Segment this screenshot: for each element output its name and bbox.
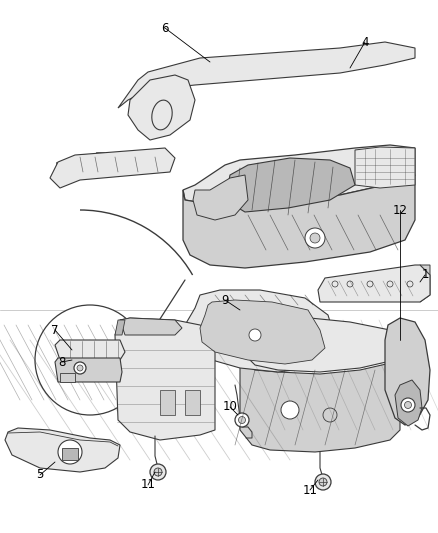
Circle shape — [150, 464, 166, 480]
Circle shape — [249, 329, 261, 341]
Polygon shape — [420, 265, 430, 302]
Polygon shape — [225, 158, 355, 212]
Text: 8: 8 — [58, 356, 66, 368]
Circle shape — [319, 478, 327, 486]
Circle shape — [305, 228, 325, 248]
Text: 4: 4 — [361, 36, 369, 49]
Polygon shape — [118, 42, 415, 108]
Circle shape — [35, 305, 145, 415]
Polygon shape — [385, 318, 430, 425]
Circle shape — [154, 468, 162, 476]
Ellipse shape — [152, 100, 172, 130]
Text: 10: 10 — [223, 400, 237, 414]
Polygon shape — [183, 175, 415, 268]
Text: 9: 9 — [221, 294, 229, 306]
Circle shape — [310, 233, 320, 243]
Polygon shape — [60, 373, 75, 382]
Circle shape — [315, 474, 331, 490]
Circle shape — [281, 401, 299, 419]
Circle shape — [58, 440, 82, 464]
Polygon shape — [318, 265, 430, 302]
Text: 1: 1 — [421, 269, 429, 281]
Text: 7: 7 — [51, 324, 59, 336]
Polygon shape — [62, 448, 78, 460]
Polygon shape — [128, 75, 195, 140]
Polygon shape — [240, 318, 400, 372]
Polygon shape — [355, 147, 415, 188]
Polygon shape — [193, 175, 248, 220]
Text: 12: 12 — [392, 204, 407, 216]
Polygon shape — [120, 318, 182, 335]
Polygon shape — [56, 162, 64, 170]
Circle shape — [235, 413, 249, 427]
Text: 5: 5 — [36, 469, 44, 481]
Polygon shape — [81, 154, 89, 162]
Polygon shape — [55, 340, 125, 360]
Polygon shape — [200, 300, 325, 364]
Polygon shape — [50, 148, 175, 188]
Polygon shape — [185, 290, 335, 372]
Polygon shape — [5, 428, 120, 472]
Polygon shape — [115, 318, 215, 440]
Polygon shape — [395, 380, 422, 426]
Polygon shape — [183, 145, 415, 205]
Polygon shape — [160, 390, 175, 415]
Text: 6: 6 — [161, 21, 169, 35]
Circle shape — [401, 398, 415, 412]
Circle shape — [405, 401, 411, 408]
Circle shape — [74, 362, 86, 374]
Text: 11: 11 — [303, 483, 318, 497]
Polygon shape — [55, 358, 122, 382]
Text: 11: 11 — [141, 479, 155, 491]
Circle shape — [77, 365, 83, 371]
Circle shape — [239, 416, 246, 424]
Polygon shape — [115, 320, 125, 335]
Polygon shape — [185, 390, 200, 415]
Polygon shape — [240, 342, 400, 452]
Polygon shape — [96, 152, 104, 160]
